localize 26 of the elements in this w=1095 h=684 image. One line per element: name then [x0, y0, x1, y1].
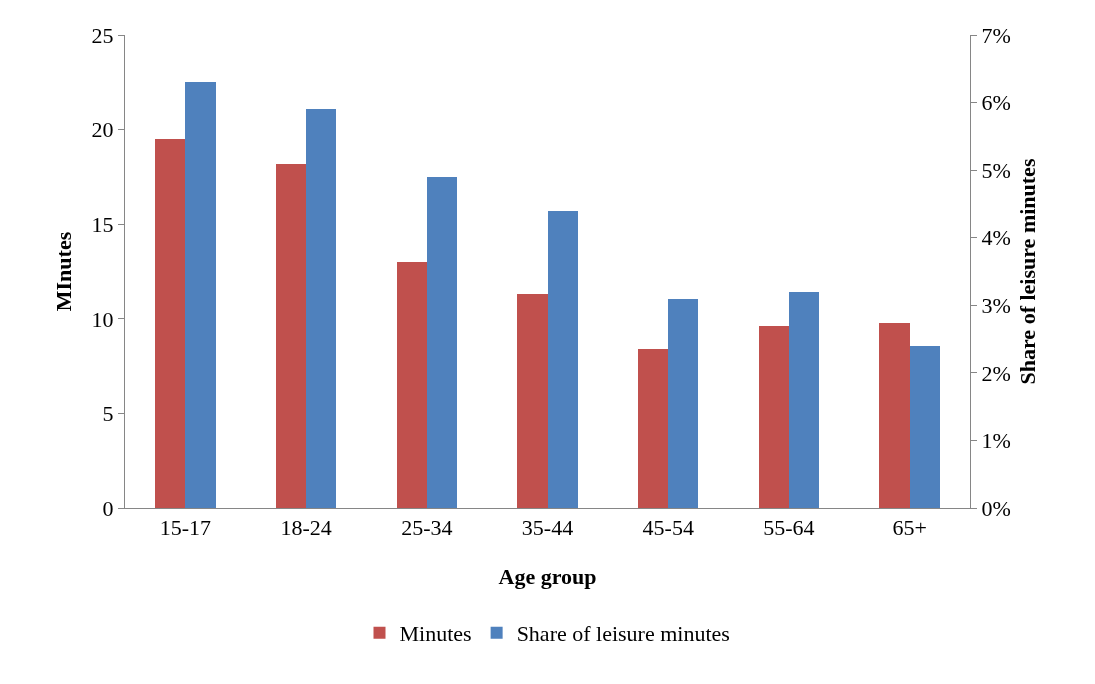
x-axis-title: Age group: [498, 564, 597, 589]
y-tick-label: 25: [91, 22, 114, 48]
x-tick-label: 55-64: [763, 515, 815, 541]
y2-tick-label: 1%: [981, 428, 1011, 454]
y-tick-label: 5: [102, 401, 114, 427]
y2-tick-label: 2%: [981, 360, 1011, 386]
y2-tick-label: 7%: [981, 22, 1011, 48]
legend-label: Share of leisure minutes: [516, 621, 730, 647]
y2-tick-label: 3%: [981, 292, 1011, 318]
y-tick-label: 15: [91, 211, 114, 237]
x-tick-label: 25-34: [401, 515, 453, 541]
x-tick-label: 15-17: [159, 515, 212, 541]
y-axis-title: MInutes: [51, 231, 76, 312]
y2-tick-label: 6%: [981, 90, 1011, 116]
x-tick-label: 45-54: [642, 515, 694, 541]
y2-tick-label: 4%: [981, 225, 1011, 251]
x-tick-label: 65+: [892, 515, 927, 541]
y2-tick-label: 0%: [981, 495, 1011, 521]
y-tick-label: 10: [91, 306, 114, 332]
x-tick-label: 18-24: [280, 515, 332, 541]
y-tick-label: 20: [91, 117, 114, 143]
y2-axis-title: Share of leisure minutes: [1015, 158, 1040, 385]
y2-tick-label: 5%: [981, 157, 1011, 183]
legend-label: Minutes: [399, 621, 472, 647]
x-tick-label: 35-44: [521, 515, 574, 541]
y-tick-label: 0: [102, 495, 114, 521]
